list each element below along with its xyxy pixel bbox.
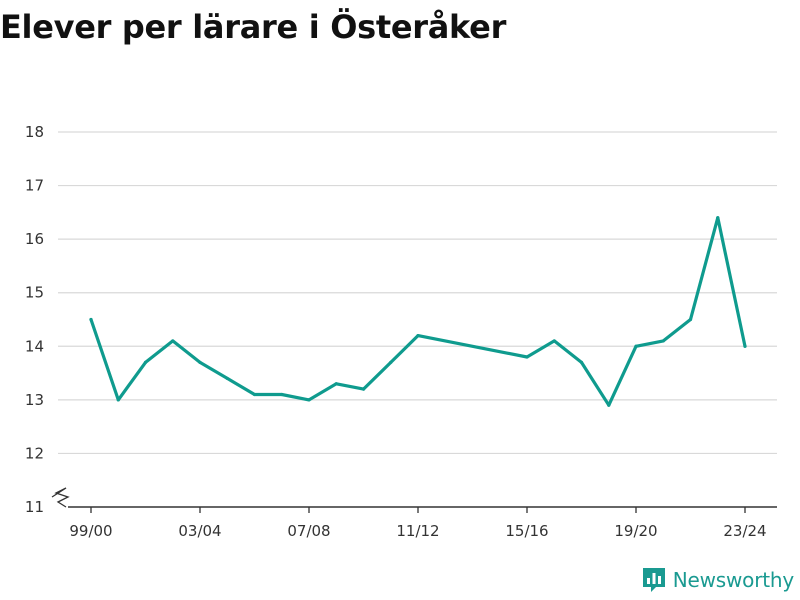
data-point (334, 382, 338, 386)
x-axis (51, 487, 777, 508)
data-point (661, 339, 665, 343)
data-point (225, 376, 229, 381)
axis-break-icon (51, 487, 70, 508)
data-point (743, 344, 747, 348)
data-point (307, 398, 311, 402)
data-point (143, 360, 148, 364)
series-line (89, 216, 747, 407)
data-point (280, 392, 284, 397)
x-tick-label: 99/00 (69, 522, 112, 540)
x-tick-label: 07/08 (287, 522, 330, 540)
series-layer (89, 216, 747, 407)
newsworthy-logo[interactable]: Newsworthy (641, 566, 794, 594)
x-tick-label: 23/24 (723, 522, 766, 540)
y-tick-label: 14 (25, 337, 44, 355)
data-point (634, 344, 638, 348)
data-point (607, 403, 611, 407)
data-point (116, 398, 120, 402)
y-axis-ticks: 11 12 13 14 15 16 17 18 (25, 123, 44, 516)
data-point (416, 333, 420, 338)
y-tick-label: 16 (25, 230, 44, 248)
data-point (525, 355, 529, 359)
x-tick-label: 03/04 (178, 522, 221, 540)
data-point (171, 339, 175, 343)
data-point (579, 360, 584, 364)
brand-name: Newsworthy (672, 568, 794, 592)
y-tick-label: 17 (25, 177, 44, 195)
data-point (198, 360, 202, 364)
y-tick-label: 18 (25, 123, 44, 141)
data-point (252, 392, 257, 397)
newsworthy-logo-icon (642, 568, 665, 592)
data-point (688, 317, 693, 322)
x-tick-label: 11/12 (396, 522, 439, 540)
y-tick-label: 15 (25, 284, 44, 302)
data-point (389, 360, 393, 364)
y-tick-label: 11 (25, 498, 44, 516)
data-point (716, 216, 720, 220)
chart-title: Elever per lärare i Österåker (0, 8, 507, 46)
y-tick-label: 13 (25, 391, 44, 409)
data-point (361, 387, 366, 391)
x-tick-label: 15/16 (505, 522, 548, 540)
x-axis-ticks: 99/00 03/04 07/08 11/12 15/16 19/20 23/24 (69, 507, 767, 540)
x-tick-label: 19/20 (614, 522, 657, 540)
data-point (552, 339, 556, 343)
grid-lines (58, 131, 777, 455)
data-point (89, 317, 93, 322)
y-tick-label: 12 (25, 444, 44, 462)
